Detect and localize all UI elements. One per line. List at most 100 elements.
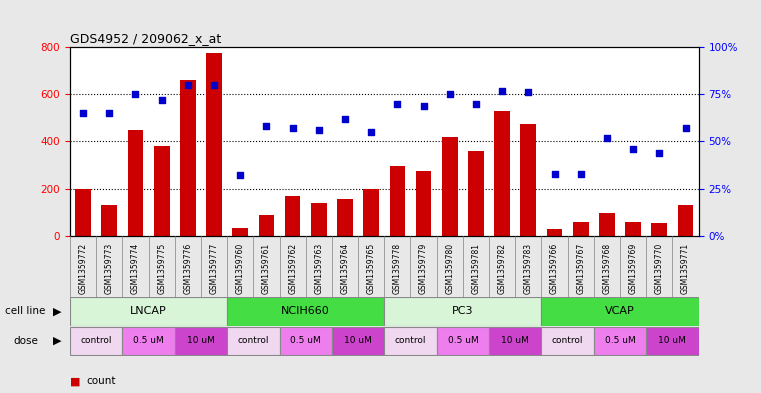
Bar — [442, 137, 457, 236]
Text: GSM1359766: GSM1359766 — [550, 243, 559, 294]
Text: GSM1359768: GSM1359768 — [603, 243, 611, 294]
Bar — [175, 327, 227, 355]
Text: GSM1359762: GSM1359762 — [288, 243, 297, 294]
Text: ■: ■ — [70, 376, 81, 386]
Point — [129, 91, 142, 97]
Bar — [311, 203, 326, 236]
Point — [339, 116, 351, 122]
Text: control: control — [81, 336, 112, 345]
Text: VCAP: VCAP — [605, 307, 635, 316]
Text: GSM1359780: GSM1359780 — [445, 243, 454, 294]
Bar — [495, 111, 510, 236]
Text: GDS4952 / 209062_x_at: GDS4952 / 209062_x_at — [70, 31, 221, 44]
Text: control: control — [237, 336, 269, 345]
Text: NCIH660: NCIH660 — [282, 307, 330, 316]
Text: 0.5 uM: 0.5 uM — [447, 336, 478, 345]
Text: ▶: ▶ — [53, 336, 62, 346]
Bar — [542, 327, 594, 355]
Text: 0.5 uM: 0.5 uM — [291, 336, 321, 345]
Point — [549, 171, 561, 177]
Bar — [227, 327, 279, 355]
Text: dose: dose — [13, 336, 38, 346]
Text: GSM1359781: GSM1359781 — [472, 243, 480, 294]
Bar — [70, 327, 123, 355]
Bar — [206, 53, 222, 236]
Text: control: control — [395, 336, 426, 345]
Bar — [437, 327, 489, 355]
Point — [496, 87, 508, 94]
Text: ▶: ▶ — [53, 307, 62, 316]
Text: 0.5 uM: 0.5 uM — [133, 336, 164, 345]
Point — [103, 110, 116, 116]
Text: GSM1359764: GSM1359764 — [340, 243, 349, 294]
Point — [365, 129, 377, 135]
Text: GSM1359783: GSM1359783 — [524, 243, 533, 294]
Text: GSM1359760: GSM1359760 — [236, 243, 245, 294]
Text: GSM1359778: GSM1359778 — [393, 243, 402, 294]
Bar — [279, 327, 332, 355]
Bar — [489, 327, 541, 355]
Bar — [542, 297, 699, 325]
Text: 0.5 uM: 0.5 uM — [605, 336, 635, 345]
Point — [470, 101, 482, 107]
Bar — [285, 196, 301, 236]
Bar — [180, 80, 196, 236]
Text: GSM1359769: GSM1359769 — [629, 243, 638, 294]
Text: GSM1359782: GSM1359782 — [498, 243, 507, 294]
Text: GSM1359770: GSM1359770 — [654, 243, 664, 294]
Point — [391, 101, 403, 107]
Point — [522, 89, 534, 95]
Bar — [646, 327, 699, 355]
Bar — [651, 223, 667, 236]
Bar — [259, 215, 274, 236]
Text: 10 uM: 10 uM — [187, 336, 215, 345]
Bar — [123, 327, 175, 355]
Bar — [626, 222, 641, 236]
Point — [287, 125, 299, 131]
Point — [601, 134, 613, 141]
Bar — [390, 166, 406, 236]
Text: GSM1359765: GSM1359765 — [367, 243, 376, 294]
Bar — [75, 189, 91, 236]
Point — [313, 127, 325, 133]
Bar — [101, 205, 117, 236]
Point — [575, 171, 587, 177]
Text: count: count — [87, 376, 116, 386]
Text: GSM1359767: GSM1359767 — [576, 243, 585, 294]
Text: GSM1359777: GSM1359777 — [209, 243, 218, 294]
Bar — [337, 199, 353, 236]
Bar — [573, 222, 588, 236]
Text: 10 uM: 10 uM — [658, 336, 686, 345]
Point — [653, 150, 665, 156]
Text: GSM1359779: GSM1359779 — [419, 243, 428, 294]
Bar — [70, 297, 227, 325]
Bar — [677, 205, 693, 236]
Bar — [521, 124, 537, 236]
Text: 10 uM: 10 uM — [501, 336, 529, 345]
Text: PC3: PC3 — [452, 307, 473, 316]
Bar — [384, 297, 541, 325]
Bar — [594, 327, 646, 355]
Bar — [416, 171, 431, 236]
Text: GSM1359774: GSM1359774 — [131, 243, 140, 294]
Point — [77, 110, 89, 116]
Bar — [599, 213, 615, 236]
Bar — [468, 151, 484, 236]
Point — [234, 172, 247, 178]
Bar — [384, 327, 437, 355]
Bar — [227, 297, 384, 325]
Bar — [546, 229, 562, 236]
Text: GSM1359775: GSM1359775 — [158, 243, 166, 294]
Point — [680, 125, 692, 131]
Bar — [154, 146, 170, 236]
Point — [444, 91, 456, 97]
Point — [418, 103, 430, 109]
Point — [182, 82, 194, 88]
Text: cell line: cell line — [5, 307, 46, 316]
Text: GSM1359763: GSM1359763 — [314, 243, 323, 294]
Point — [208, 82, 220, 88]
Text: GSM1359776: GSM1359776 — [183, 243, 193, 294]
Text: 10 uM: 10 uM — [344, 336, 372, 345]
Bar — [232, 228, 248, 236]
Text: GSM1359771: GSM1359771 — [681, 243, 690, 294]
